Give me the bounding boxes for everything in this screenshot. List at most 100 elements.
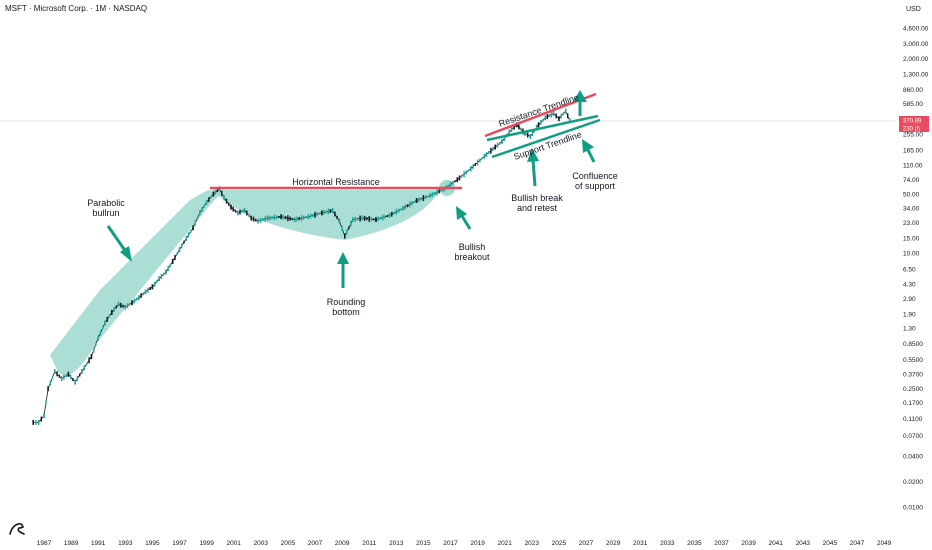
price-point [375, 217, 377, 223]
candle [83, 365, 85, 371]
candle [181, 243, 183, 249]
price-point [250, 215, 253, 221]
candle [203, 204, 205, 208]
y-tick-label: 1.90 [903, 312, 916, 319]
time-scale[interactable]: 1987 1989 1991 1993 1995 1997 1999 2001 2003 2005… [37, 540, 892, 547]
bullish-break-label-2: and retest [517, 203, 558, 213]
candle [535, 124, 538, 131]
price-scale[interactable]: 4,600.00 3,000.00 2,000.00 1,300.00 860.00 58… [903, 25, 929, 511]
candle [377, 216, 379, 222]
candle [357, 217, 359, 221]
candle [262, 218, 264, 222]
x-tick-label: 2019 [470, 540, 485, 547]
candle [420, 197, 422, 201]
price-point [415, 198, 418, 203]
candle [562, 112, 565, 116]
candle [555, 113, 557, 119]
y-tick-label: 860.00 [903, 87, 923, 94]
y-tick-label: 74.00 [903, 177, 920, 184]
candle [400, 208, 402, 211]
candle [518, 124, 520, 130]
candle [201, 206, 203, 212]
candle [409, 201, 411, 208]
x-tick-label: 1989 [64, 540, 79, 547]
candle [413, 200, 416, 203]
x-tick-label: 2047 [850, 540, 865, 547]
candle [370, 217, 373, 222]
price-point [237, 210, 239, 216]
rounding-label-1: Rounding [327, 297, 366, 307]
x-tick-label: 2011 [362, 540, 376, 547]
candle [479, 158, 481, 163]
candle [527, 132, 529, 138]
candle [542, 118, 544, 122]
candle [45, 399, 47, 405]
arrow-bullish-breakout [456, 206, 472, 230]
candle [329, 209, 332, 213]
candle [395, 208, 397, 215]
candle [364, 215, 366, 221]
price-point [90, 354, 93, 360]
candle [246, 210, 248, 216]
x-tick-label: 1995 [145, 540, 160, 547]
candle [560, 113, 562, 119]
candle [440, 189, 443, 192]
y-tick-label: 1,300.00 [903, 72, 929, 79]
candle [452, 180, 454, 185]
candle [472, 164, 474, 170]
confluence-label-2: of support [575, 181, 616, 191]
candle [208, 197, 210, 203]
candle [481, 157, 483, 160]
price-point [552, 110, 555, 116]
price-point [81, 369, 83, 374]
candle [503, 135, 506, 141]
second-price-value: 230 (l) [903, 127, 920, 133]
x-tick-label: 2029 [606, 540, 621, 547]
price-point [338, 218, 341, 224]
y-tick-label: 0.1100 [903, 416, 923, 423]
candle [391, 211, 393, 217]
candle [149, 287, 151, 290]
x-tick-label: 2007 [308, 540, 323, 547]
candle [93, 347, 95, 353]
y-tick-label: 0.1700 [903, 400, 923, 407]
candle [463, 171, 465, 178]
candle [264, 215, 266, 222]
price-point [429, 193, 431, 199]
candle [239, 209, 241, 215]
y-tick-label: 4.30 [903, 282, 916, 289]
price-point [199, 210, 201, 216]
candle [447, 184, 449, 188]
candle [282, 214, 285, 220]
parabolic-zone [50, 190, 222, 376]
y-tick-label: 2,000.00 [903, 56, 929, 63]
candle [312, 214, 314, 217]
price-point [43, 413, 45, 419]
candle [115, 305, 117, 309]
price-point [442, 186, 445, 192]
currency-label[interactable]: USD [906, 6, 921, 13]
parabolic-label-2: bullrun [92, 208, 119, 218]
candle [354, 216, 356, 222]
x-tick-label: 2009 [335, 540, 350, 547]
price-point [257, 218, 259, 224]
x-tick-label: 2045 [823, 540, 838, 547]
candle [492, 146, 494, 151]
candle [174, 255, 176, 260]
price-point [529, 134, 532, 139]
confluence-label-1: Confluence [572, 171, 618, 181]
candle [323, 209, 325, 215]
x-tick-label: 1987 [37, 540, 52, 547]
price-point [564, 108, 567, 114]
candle [427, 195, 429, 198]
price-point [402, 205, 404, 211]
candle [176, 252, 178, 256]
candle [241, 209, 243, 213]
price-point [185, 235, 188, 241]
candle [214, 189, 217, 195]
x-tick-label: 2021 [497, 540, 512, 547]
y-tick-label: 0.0400 [903, 453, 923, 460]
candle [436, 189, 438, 196]
y-tick-label: 110.00 [903, 162, 923, 169]
